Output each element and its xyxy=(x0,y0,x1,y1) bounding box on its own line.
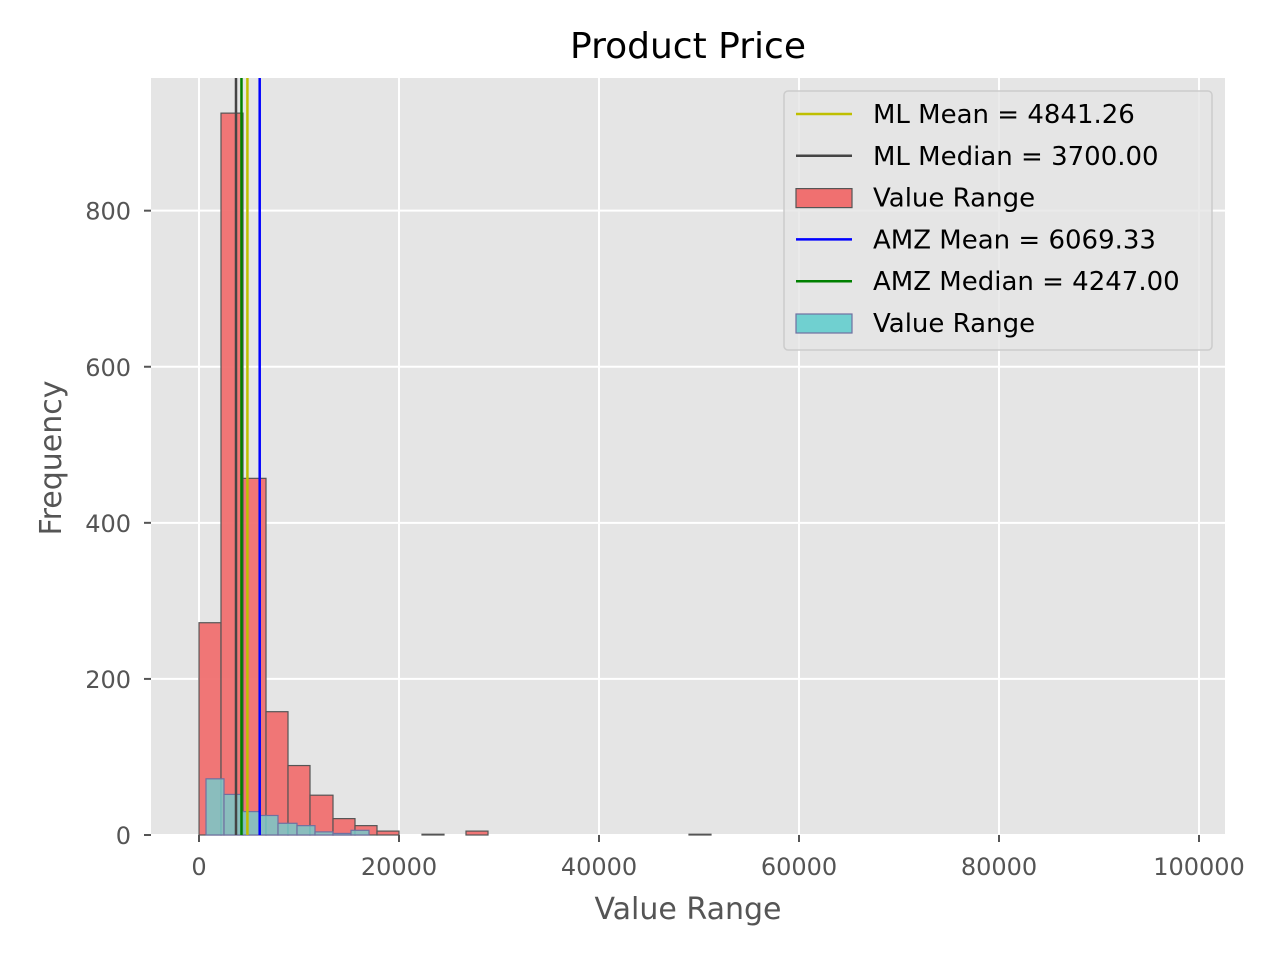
histogram-bar xyxy=(220,112,244,836)
histogram-bar xyxy=(421,833,445,836)
x-tick-label: 20000 xyxy=(361,853,437,881)
legend-label: ML Mean = 4841.26 xyxy=(873,100,1135,130)
reference-lines xyxy=(234,78,261,835)
histogram-bar xyxy=(376,830,400,836)
legend-patch-swatch xyxy=(795,313,853,334)
histogram-bar xyxy=(296,825,316,836)
histogram-bar xyxy=(314,831,334,836)
legend-label: ML Median = 3700.00 xyxy=(873,142,1159,172)
legend-patch-swatch xyxy=(795,188,853,209)
x-tick-label: 60000 xyxy=(761,853,837,881)
histogram-bar xyxy=(465,830,489,836)
histogram-bar xyxy=(350,829,370,836)
y-tick-label: 600 xyxy=(85,354,131,382)
y-tick-label: 800 xyxy=(85,198,131,226)
legend-label: AMZ Mean = 6069.33 xyxy=(873,225,1156,255)
histogram-bar xyxy=(205,778,225,836)
histogram-bar xyxy=(223,793,243,836)
histogram-bar xyxy=(332,832,352,836)
legend-label: Value Range xyxy=(873,184,1035,214)
y-tick-label: 0 xyxy=(116,822,131,850)
legend-box xyxy=(783,90,1213,351)
histogram-bar xyxy=(277,822,298,836)
axis-ticks: 0 20000 40000 60000 80000 100000 0 200 400 600 800 xyxy=(85,198,1245,881)
x-tick-label: 40000 xyxy=(561,853,637,881)
y-tick-label: 200 xyxy=(85,666,131,694)
x-tick-label: 100000 xyxy=(1153,853,1245,881)
chart-title: Product Price xyxy=(570,26,806,67)
x-tick-label: 80000 xyxy=(961,853,1037,881)
legend: ML Mean = 4841.26 ML Median = 3700.00 Valu… xyxy=(783,90,1213,351)
x-axis-label: Value Range xyxy=(594,892,781,927)
histogram-bar xyxy=(688,833,712,836)
histogram-bar xyxy=(259,814,279,836)
histogram-bar xyxy=(241,810,261,836)
legend-label: Value Range xyxy=(873,309,1035,339)
y-tick-label: 400 xyxy=(85,510,131,538)
x-tick-label: 0 xyxy=(191,853,206,881)
y-axis-label: Frequency xyxy=(34,381,69,536)
legend-label: AMZ Median = 4247.00 xyxy=(873,267,1180,297)
